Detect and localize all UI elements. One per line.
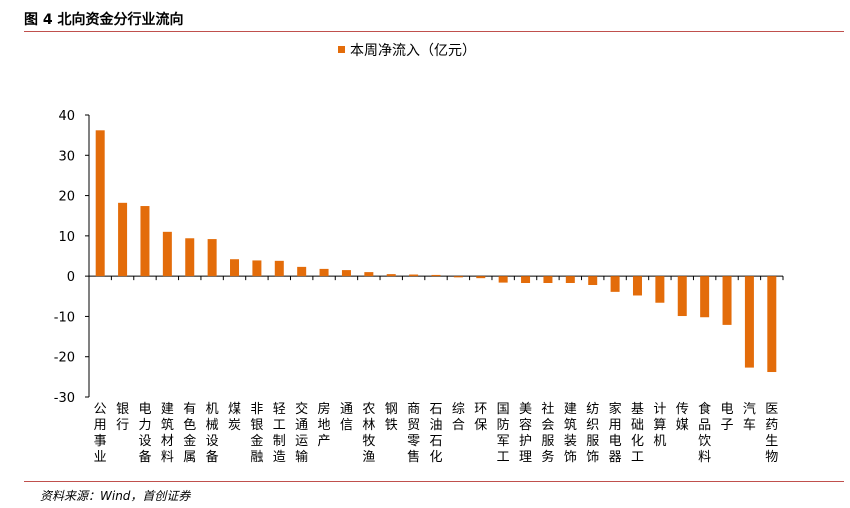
category-label: 石油石化 [429, 402, 442, 465]
category-label: 计算机 [653, 402, 666, 449]
bar [386, 274, 396, 277]
y-tick-label: 10 [58, 230, 75, 245]
category-label: 美容护理 [519, 402, 532, 465]
bar [207, 239, 217, 277]
y-tick-label: 0 [67, 270, 75, 285]
bar [744, 276, 754, 368]
bar [118, 202, 128, 277]
bar [632, 276, 642, 296]
category-label: 银行 [116, 402, 129, 433]
bar [655, 276, 665, 303]
bar [409, 274, 419, 277]
bar [274, 260, 284, 277]
source-note: 资料来源：Wind，首创证券 [40, 489, 191, 503]
category-label: 纺织服饰 [586, 402, 599, 465]
y-tick-label: -10 [54, 310, 75, 325]
category-label: 公用事业 [94, 402, 107, 465]
category-label: 房地产 [318, 401, 331, 449]
figure-title: 图 4 北向资金分行业流向 [24, 12, 184, 28]
category-label: 非银金融 [250, 402, 263, 465]
category-label: 有色金属 [183, 402, 196, 465]
category-label: 汽车 [743, 402, 756, 433]
category-label: 通信 [340, 402, 353, 433]
category-label: 环保 [474, 402, 487, 433]
category-label: 煤炭 [228, 402, 241, 433]
category-label: 国防军工 [497, 402, 510, 465]
bar [319, 268, 329, 277]
bar [453, 276, 463, 278]
category-label: 钢铁 [385, 402, 398, 433]
bar [476, 276, 486, 279]
bar [498, 276, 508, 283]
top-rule [24, 31, 844, 32]
bar [95, 130, 105, 277]
y-tick-label: 40 [58, 109, 75, 124]
bar [162, 231, 172, 277]
category-label: 机械设备 [206, 402, 219, 465]
bar [252, 260, 262, 277]
bars [95, 130, 777, 373]
bar [297, 266, 307, 277]
category-label: 家用电器 [609, 401, 622, 465]
category-label: 基础化工 [631, 402, 644, 465]
legend-label: 本周净流入（亿元） [350, 43, 476, 59]
category-label: 电力设备 [138, 402, 151, 465]
bar [588, 276, 598, 286]
legend-swatch [338, 46, 345, 53]
category-label: 电子 [721, 402, 734, 433]
y-tick-label: -30 [54, 391, 75, 406]
bar [364, 272, 374, 277]
category-label: 商贸零售 [407, 402, 420, 465]
category-label: 医药生物 [765, 402, 778, 465]
bar [610, 276, 620, 292]
bar [521, 276, 531, 283]
legend: 本周净流入（亿元） [338, 43, 476, 59]
category-label: 建筑材料 [161, 402, 174, 465]
category-label: 传媒 [676, 402, 689, 433]
category-label: 综合 [452, 402, 465, 433]
bar [565, 276, 575, 283]
bar [230, 259, 240, 277]
bar [431, 274, 441, 277]
category-label: 交通运输 [295, 401, 308, 465]
axes: 40 30 20 10 0 -10 -20 -30 [54, 109, 784, 406]
bar [341, 270, 351, 277]
category-label: 轻工制造 [273, 402, 286, 465]
category-labels: 公用事业银行电力设备建筑材料有色金属机械设备煤炭非银金融轻工制造交通运输房地产通… [94, 401, 779, 465]
bottom-rule [24, 481, 844, 482]
bar [767, 276, 777, 373]
bar [722, 276, 732, 325]
category-label: 社会服务 [541, 401, 554, 465]
category-label: 食品饮料 [698, 401, 711, 465]
bar [677, 276, 687, 317]
bar [543, 276, 553, 283]
y-tick-label: 30 [58, 149, 75, 164]
bar [700, 276, 710, 318]
y-tick-label: 20 [58, 190, 75, 205]
bar [185, 238, 195, 277]
bar [140, 206, 150, 277]
category-label: 农林牧渔 [362, 402, 375, 465]
y-tick-label: -20 [54, 351, 75, 366]
category-label: 建筑装饰 [564, 402, 577, 465]
